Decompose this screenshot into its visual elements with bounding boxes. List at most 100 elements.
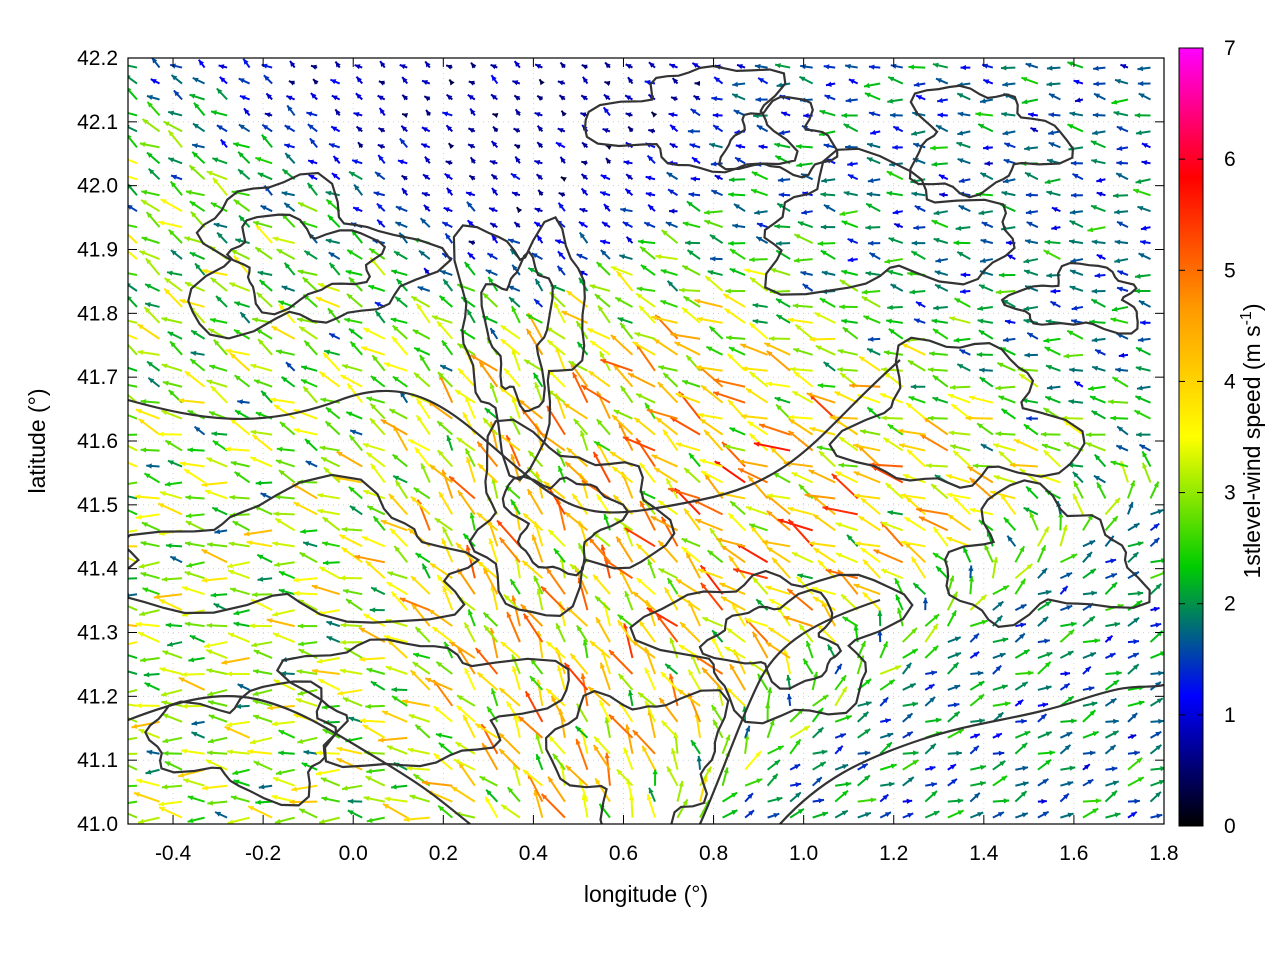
wind-vector [838, 462, 858, 468]
wind-vector [915, 300, 926, 308]
wind-vector [293, 428, 318, 436]
wind-vector [1006, 253, 1016, 260]
wind-vector [1114, 78, 1129, 85]
wind-vector [514, 156, 521, 164]
wind-vector [353, 111, 363, 118]
wind-vector [823, 143, 836, 149]
wind-vector [386, 581, 408, 596]
wind-vector [158, 806, 183, 819]
wind-vector [622, 221, 633, 229]
wind-vector [902, 798, 913, 804]
wind-vector [879, 793, 889, 803]
wind-vector [822, 505, 858, 516]
wind-vector [490, 74, 499, 85]
wind-vector [128, 319, 138, 324]
wind-vector [203, 641, 228, 649]
wind-vector [777, 518, 813, 532]
wind-vector [1037, 661, 1052, 675]
wind-vector [663, 586, 679, 611]
wind-vector [824, 94, 836, 101]
wind-vector [1082, 551, 1093, 563]
wind-vector [1116, 125, 1129, 133]
wind-vector [604, 717, 611, 739]
wind-vector [1060, 621, 1077, 628]
wind-vector [276, 248, 296, 260]
wind-vector [141, 521, 160, 532]
wind-vector [286, 104, 296, 117]
wind-vector [140, 571, 160, 580]
wind-vector [536, 141, 544, 149]
wind-vector [912, 142, 926, 149]
wind-vector [1127, 700, 1145, 707]
wind-vector [366, 505, 386, 516]
wind-vector [500, 324, 521, 340]
wind-vector [755, 598, 769, 611]
wind-vector [729, 248, 746, 260]
wind-vector [293, 501, 318, 516]
wind-vector [536, 588, 544, 611]
wind-vector [271, 794, 295, 803]
wind-vector [489, 327, 499, 340]
y-tick-label: 41.8 [77, 302, 118, 325]
wind-vector [207, 542, 228, 548]
wind-vector [128, 461, 138, 468]
wind-vector [1050, 288, 1061, 294]
terrain-contour [629, 569, 914, 725]
wind-vector [747, 475, 769, 500]
wind-vector [439, 269, 453, 276]
y-tick-label: 41.0 [77, 813, 118, 836]
wind-vector [365, 451, 386, 468]
wind-vector [388, 408, 408, 420]
wind-vector [635, 343, 656, 372]
y-tick-label: 41.5 [77, 494, 118, 517]
wind-vector [620, 207, 633, 213]
wind-vector [690, 739, 701, 755]
wind-vector [1014, 790, 1028, 803]
wind-vector [435, 732, 453, 739]
wind-vector [363, 613, 386, 627]
wind-vector [210, 110, 228, 117]
wind-vector [370, 375, 386, 388]
wind-vector [713, 76, 724, 85]
wind-vector [273, 404, 296, 420]
wind-vector [668, 208, 678, 214]
wind-vector [596, 418, 611, 436]
wind-vector [981, 221, 994, 229]
wind-vector [412, 661, 431, 675]
wind-vector [474, 722, 498, 739]
wind-vector [613, 517, 634, 532]
wind-vector [819, 297, 836, 308]
wind-vector [328, 251, 341, 260]
wind-vector [902, 812, 914, 819]
terrain-contour [501, 475, 630, 577]
wind-vector [1149, 481, 1160, 499]
wind-vector [727, 512, 746, 532]
wind-vector [225, 446, 250, 452]
wind-vector [699, 418, 724, 436]
wind-vector [806, 392, 836, 404]
wind-vector [704, 275, 724, 292]
wind-vector [415, 398, 431, 420]
wind-vector [1127, 750, 1140, 756]
wind-vector [729, 500, 746, 516]
wind-vector [992, 811, 1005, 819]
wind-vector [289, 60, 296, 69]
wind-vector [1070, 160, 1083, 166]
wind-vector [789, 725, 811, 739]
wind-vector [233, 609, 250, 616]
wind-vector [389, 527, 408, 548]
x-tick-label: 1.2 [879, 842, 908, 865]
wind-vector [847, 257, 858, 263]
wind-vector [801, 209, 813, 215]
wind-vector [653, 467, 679, 484]
wind-vector [387, 571, 408, 580]
wind-vector [922, 597, 929, 611]
wind-vector [722, 809, 738, 819]
wind-vector [670, 332, 701, 340]
wind-vector [492, 125, 499, 133]
wind-vector [283, 262, 296, 276]
wind-vector [1026, 332, 1039, 340]
wind-vector [571, 371, 589, 404]
wind-vector [898, 443, 926, 452]
wind-vector [568, 360, 588, 372]
